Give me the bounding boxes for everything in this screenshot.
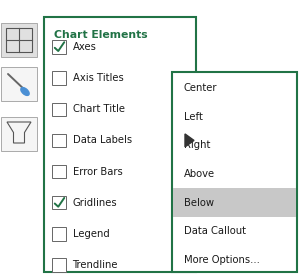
FancyBboxPatch shape	[52, 103, 66, 116]
FancyBboxPatch shape	[52, 71, 66, 85]
FancyBboxPatch shape	[52, 134, 66, 147]
Text: Right: Right	[184, 140, 210, 150]
Text: Error Bars: Error Bars	[73, 167, 122, 177]
Bar	[6, 28, 32, 52]
Text: More Options...: More Options...	[184, 255, 260, 265]
FancyBboxPatch shape	[1, 23, 37, 57]
Text: Axis Titles: Axis Titles	[73, 73, 123, 83]
FancyBboxPatch shape	[172, 72, 297, 272]
FancyBboxPatch shape	[1, 67, 37, 101]
FancyBboxPatch shape	[52, 40, 66, 54]
FancyBboxPatch shape	[52, 165, 66, 178]
Text: Below: Below	[184, 198, 214, 208]
Text: Left: Left	[184, 112, 203, 122]
Polygon shape	[185, 134, 194, 147]
Text: Chart Elements: Chart Elements	[54, 30, 148, 40]
Text: Axes: Axes	[73, 42, 96, 52]
Text: Legend: Legend	[73, 229, 109, 239]
Text: Trendline: Trendline	[73, 260, 118, 270]
Text: Chart Title: Chart Title	[73, 104, 124, 114]
Text: Gridlines: Gridlines	[73, 198, 117, 208]
Text: Data Callout: Data Callout	[184, 226, 246, 236]
FancyBboxPatch shape	[52, 227, 66, 241]
FancyBboxPatch shape	[173, 188, 296, 217]
Text: Above: Above	[184, 169, 215, 179]
FancyBboxPatch shape	[1, 117, 37, 151]
FancyBboxPatch shape	[52, 196, 66, 209]
Text: Data Labels: Data Labels	[73, 136, 132, 145]
FancyBboxPatch shape	[44, 17, 196, 272]
Text: Center: Center	[184, 83, 217, 93]
Ellipse shape	[21, 87, 29, 95]
FancyBboxPatch shape	[52, 258, 66, 272]
Polygon shape	[7, 122, 31, 143]
